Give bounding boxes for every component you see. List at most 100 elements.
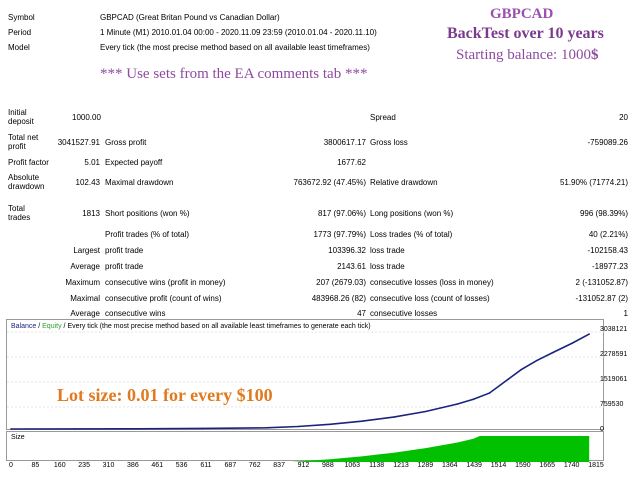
total-net-profit-label: Total net profit xyxy=(8,133,39,151)
max-cons-losses-value: 2 (-131052.87) xyxy=(575,278,628,287)
balance-point xyxy=(361,420,363,422)
average-profit-label: profit trade xyxy=(105,262,144,271)
x-tick-label: 536 xyxy=(175,462,188,469)
period-label: Period xyxy=(8,28,32,37)
relative-drawdown-label: Relative drawdown xyxy=(370,178,438,187)
short-positions-label: Short positions (won %) xyxy=(105,209,190,218)
overlay-symbol: GBPCAD xyxy=(490,6,554,22)
balance-point xyxy=(536,359,539,362)
maximal-drawdown-label: Maximal drawdown xyxy=(105,178,174,187)
size-label: Size xyxy=(11,434,25,441)
overlay-balance: Starting balance: 1000$ xyxy=(456,47,598,64)
balance-point xyxy=(507,378,510,380)
initial-deposit-value: 1000.00 xyxy=(72,113,101,122)
balance-prefix: Starting balance: 1000 xyxy=(456,47,591,63)
loss-trades-value: 40 (2.21%) xyxy=(588,230,628,239)
x-tick-label: 837 xyxy=(273,462,285,469)
largest-loss-value: -102158.43 xyxy=(587,246,628,255)
legend-balance: Balance xyxy=(11,323,37,330)
x-tick-label: 386 xyxy=(127,462,139,469)
avg-cons-losses-value: 1 xyxy=(623,309,628,318)
absolute-drawdown-label: Absolute drawdown xyxy=(8,173,45,191)
x-tick-label: 912 xyxy=(297,462,310,469)
x-tick-label: 1213 xyxy=(393,462,409,469)
legend-sep: / xyxy=(36,323,43,330)
x-tick-label: 611 xyxy=(200,462,212,469)
expected-payoff-value: 1677.62 xyxy=(337,158,366,167)
average-loss-label: loss trade xyxy=(370,262,405,271)
maximal-cons-profit-value: 483968.26 (82) xyxy=(311,294,366,303)
x-tick-label: 310 xyxy=(102,462,115,469)
balance-point xyxy=(456,403,459,405)
balance-point xyxy=(137,427,140,430)
x-tick-label: 160 xyxy=(53,462,66,469)
x-tick-label: 1590 xyxy=(515,462,531,469)
initial-deposit-label: Initial deposit xyxy=(8,108,34,126)
balance-point xyxy=(297,425,299,428)
profit-factor-value: 5.01 xyxy=(84,158,100,167)
largest-label: Largest xyxy=(73,246,100,255)
legend-rest: / Every tick (the most precise method ba… xyxy=(61,323,371,330)
y-tick-3: 759530 xyxy=(600,401,624,408)
maximal-cons-profit-label: consecutive profit (count of wins) xyxy=(105,294,222,303)
expected-payoff-label: Expected payoff xyxy=(105,158,163,167)
balance-point xyxy=(73,428,76,430)
y-tick-2: 1519061 xyxy=(600,376,628,383)
gross-profit-value: 3800617.17 xyxy=(323,138,366,147)
x-tick-label: 0 xyxy=(9,462,13,469)
x-tick-label: 1289 xyxy=(417,462,434,469)
x-tick-label: 687 xyxy=(224,462,237,469)
balance-point xyxy=(424,410,427,413)
total-net-profit-value: 3041527.91 xyxy=(57,138,100,147)
total-trades-label: Total trades xyxy=(8,204,31,222)
balance-chart: Balance / Equity / Every tick (the most … xyxy=(6,319,605,430)
max-cons-wins-label: consecutive wins (profit in money) xyxy=(105,278,226,287)
y-tick-4: 0 xyxy=(600,426,604,433)
model-label: Model xyxy=(8,43,30,52)
total-trades-value: 1813 xyxy=(82,209,100,218)
balance-point xyxy=(472,398,475,401)
balance-point xyxy=(588,333,590,335)
average2-label: Average xyxy=(70,309,100,318)
balance-point xyxy=(329,423,331,426)
gross-loss-label: Gross loss xyxy=(370,138,408,147)
avg-cons-wins-value: 47 xyxy=(357,309,366,318)
avg-cons-losses-label: consecutive losses xyxy=(370,309,438,318)
largest-profit-label: profit trade xyxy=(105,246,144,255)
largest-profit-value: 103396.32 xyxy=(328,246,366,255)
model-value: Every tick (the most precise method base… xyxy=(100,43,370,52)
maximal-label: Maximal xyxy=(70,294,100,303)
profit-trades-label: Profit trades (% of total) xyxy=(105,230,190,239)
x-tick-label: 762 xyxy=(248,462,261,469)
overlay-backtest: BackTest over 10 years xyxy=(447,25,604,42)
average-loss-value: -18977.23 xyxy=(591,262,628,271)
balance-point xyxy=(392,416,395,418)
maximal-cons-loss-label: consecutive loss (count of losses) xyxy=(370,294,490,303)
balance-plot xyxy=(7,331,605,430)
sets-note: *** Use sets from the EA comments tab **… xyxy=(100,66,368,82)
gross-loss-value: -759089.26 xyxy=(587,138,628,147)
x-tick-label: 1665 xyxy=(539,462,556,469)
short-positions-value: 817 (97.06%) xyxy=(317,209,366,218)
symbol-label: Symbol xyxy=(8,13,35,22)
x-tick-label: 1138 xyxy=(369,462,385,469)
maximal-drawdown-value: 763672.92 (47.45%) xyxy=(293,178,367,187)
maximum-label: Maximum xyxy=(65,278,100,287)
balance-point xyxy=(201,427,204,430)
average-label: Average xyxy=(70,262,100,271)
absolute-drawdown-value: 102.43 xyxy=(75,178,100,187)
x-tick-label: 1815 xyxy=(588,462,604,469)
lot-note: Lot size: 0.01 for every $100 xyxy=(57,385,273,405)
balance-point xyxy=(552,351,554,354)
size-chart: Size xyxy=(6,431,604,462)
spread-value: 20 xyxy=(619,113,628,122)
legend-equity: Equity xyxy=(42,323,62,330)
balance-currency: $ xyxy=(590,47,599,63)
x-tick-label: 1063 xyxy=(344,462,361,469)
relative-drawdown-value: 51.90% (71774.21) xyxy=(559,178,628,187)
period-value: 1 Minute (M1) 2010.01.04 00:00 - 2020.11… xyxy=(100,28,377,37)
loss-trades-label: Loss trades (% of total) xyxy=(370,230,453,239)
x-tick-label: 1364 xyxy=(441,462,458,469)
x-tick-label: 988 xyxy=(322,462,334,469)
balance-point xyxy=(520,368,523,371)
